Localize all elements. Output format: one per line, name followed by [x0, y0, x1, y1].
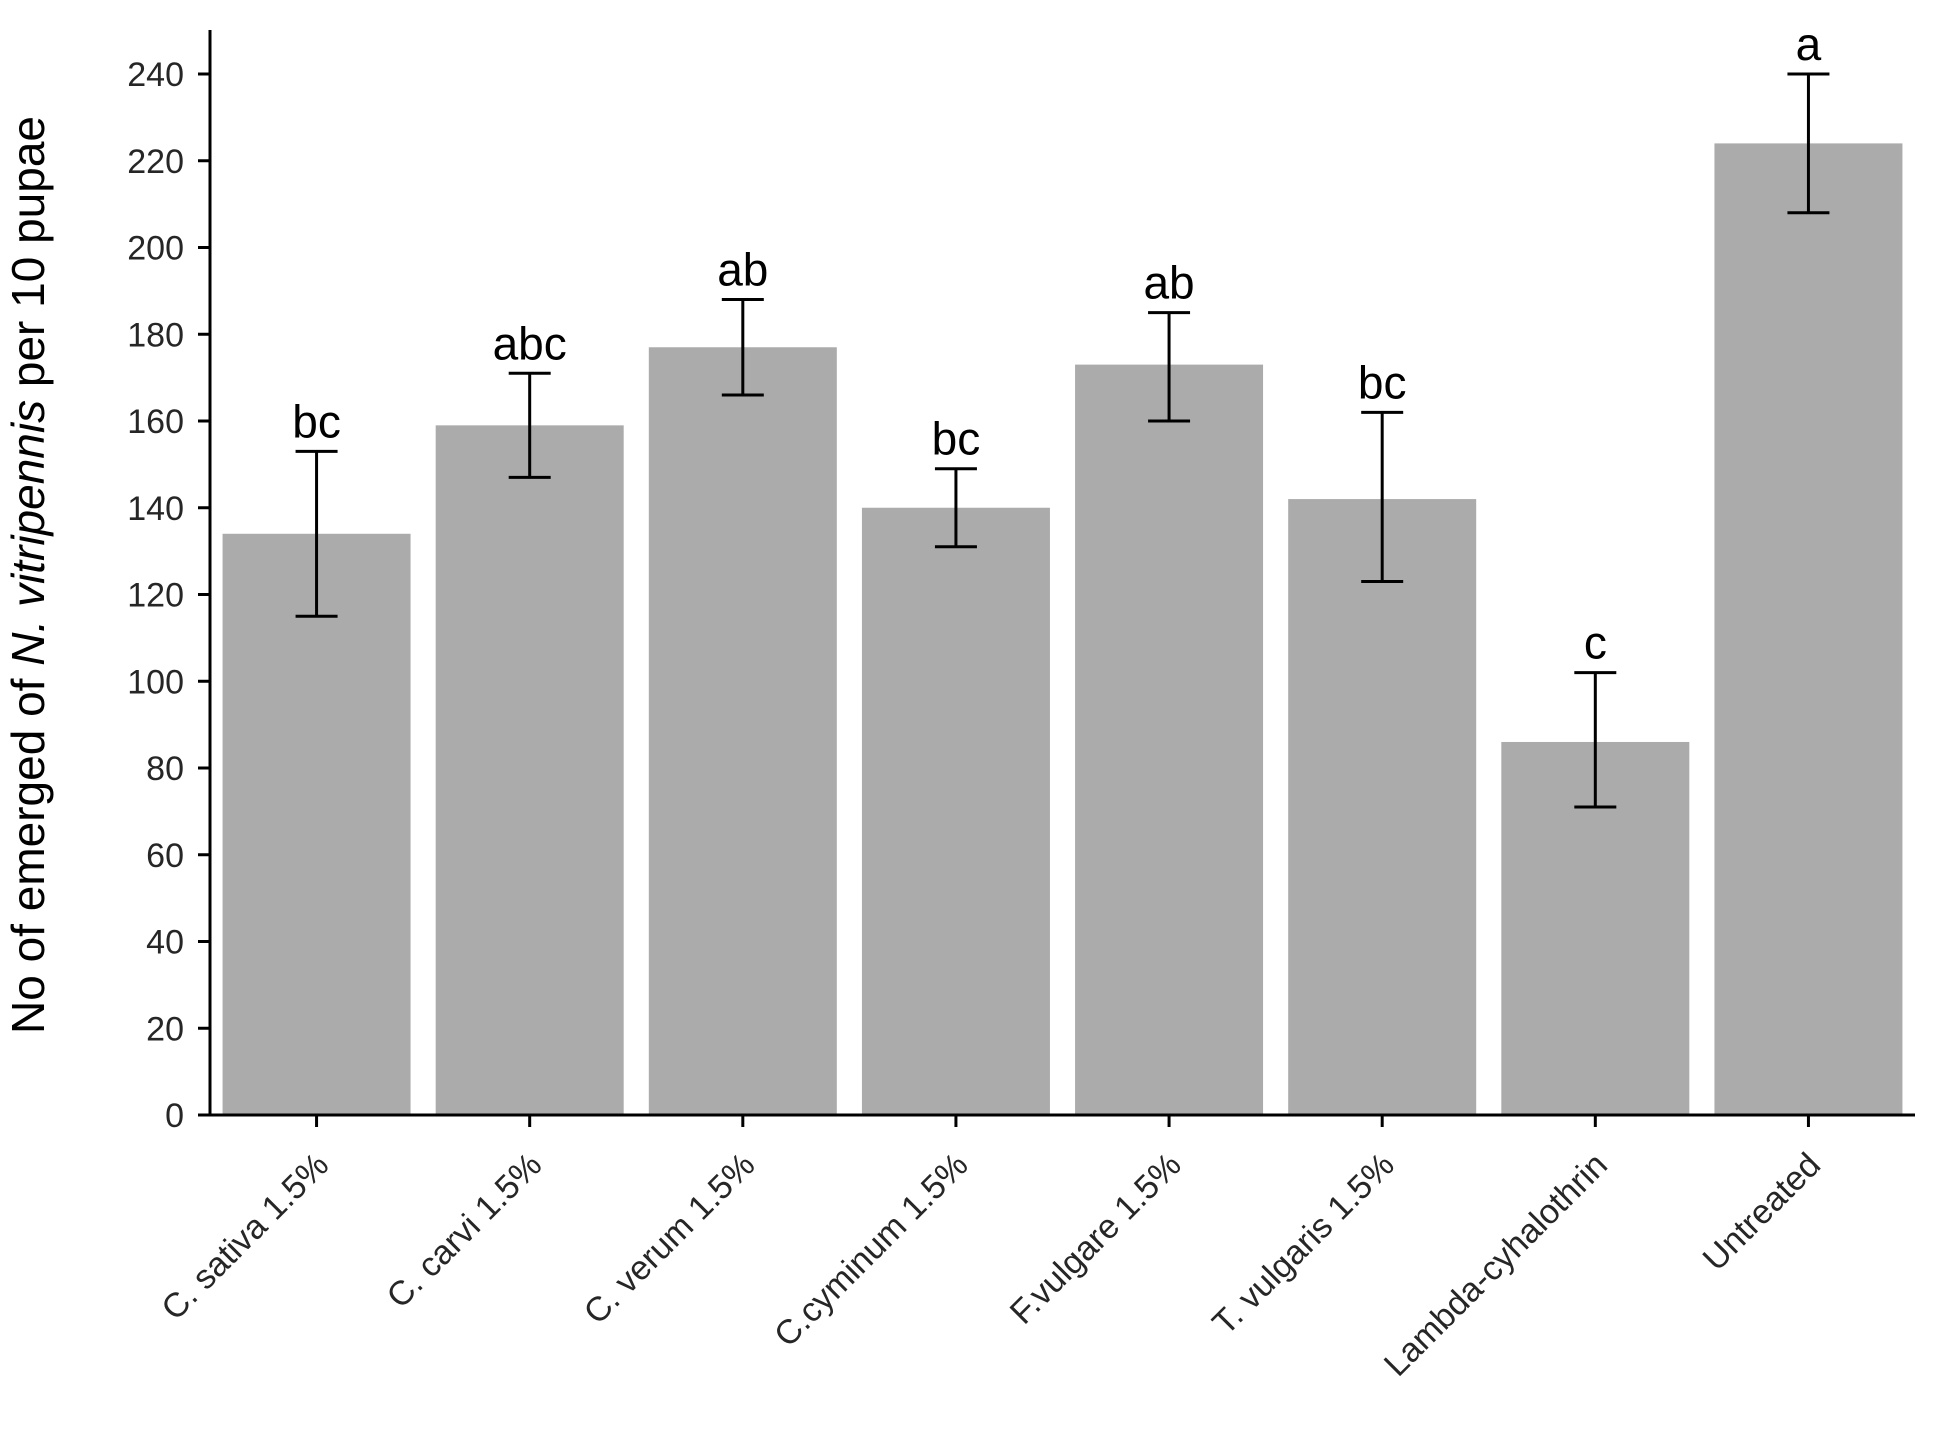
bar [861, 507, 1050, 1115]
bar [648, 347, 837, 1115]
bars-group [222, 143, 1903, 1115]
significance-label: bc [932, 413, 981, 465]
y-axis-label-italic: N. vitripennis [2, 400, 54, 666]
significance-label: ab [717, 244, 768, 296]
significance-label: bc [1358, 356, 1407, 408]
x-tick-label: C. verum 1.5% [577, 1146, 763, 1332]
significance-label: ab [1143, 257, 1194, 309]
y-tick-label: 0 [165, 1097, 184, 1135]
x-tick-label: C. sativa 1.5% [154, 1146, 336, 1328]
bar [435, 425, 624, 1115]
y-tick-label: 160 [127, 403, 184, 441]
y-tick-label: 100 [127, 663, 184, 701]
bar [1714, 143, 1903, 1115]
y-tick-label: 60 [146, 837, 184, 875]
y-tick-label: 40 [146, 924, 184, 962]
significance-label: c [1584, 617, 1607, 669]
significance-label: bc [292, 395, 341, 447]
y-tick-label: 220 [127, 143, 184, 181]
x-tick-label: Lambda-cyhalothrin [1377, 1146, 1615, 1384]
x-tick-label: C. carvi 1.5% [380, 1146, 550, 1316]
x-tick-label: C.cyminum 1.5% [767, 1146, 976, 1355]
y-tick-label: 20 [146, 1010, 184, 1048]
significance-label: abc [493, 317, 567, 369]
significance-labels-group: bc abc ab bc ab bc c a [292, 18, 1821, 669]
y-axis-label: No of emerged of N. vitripennis per 10 p… [2, 116, 54, 1034]
y-tick-label: 80 [146, 750, 184, 788]
axes-group [208, 30, 1915, 1117]
y-tick-label: 120 [127, 577, 184, 615]
bar [1075, 364, 1264, 1115]
bar [222, 533, 411, 1115]
bar [1288, 499, 1477, 1115]
significance-label: a [1796, 18, 1822, 70]
y-ticks-group: 0 20 40 60 80 100 120 140 160 180 200 220 240 [127, 56, 210, 1135]
y-tick-label: 180 [127, 316, 184, 354]
y-tick-label: 200 [127, 230, 184, 268]
y-axis-label-suffix: per 10 pupae [2, 116, 54, 400]
x-tick-label: F.vulgare 1.5% [1003, 1146, 1189, 1332]
x-tick-label: Untreated [1696, 1146, 1828, 1278]
y-axis-label-prefix: No of emerged of [2, 666, 54, 1034]
x-ticks-group: C. sativa 1.5% C. carvi 1.5% C. verum 1.5%… [154, 1115, 1828, 1384]
error-bars-group [295, 72, 1830, 809]
y-tick-label: 240 [127, 56, 184, 94]
y-tick-label: 140 [127, 490, 184, 528]
x-tick-label: T. vulgaris 1.5% [1205, 1146, 1402, 1343]
